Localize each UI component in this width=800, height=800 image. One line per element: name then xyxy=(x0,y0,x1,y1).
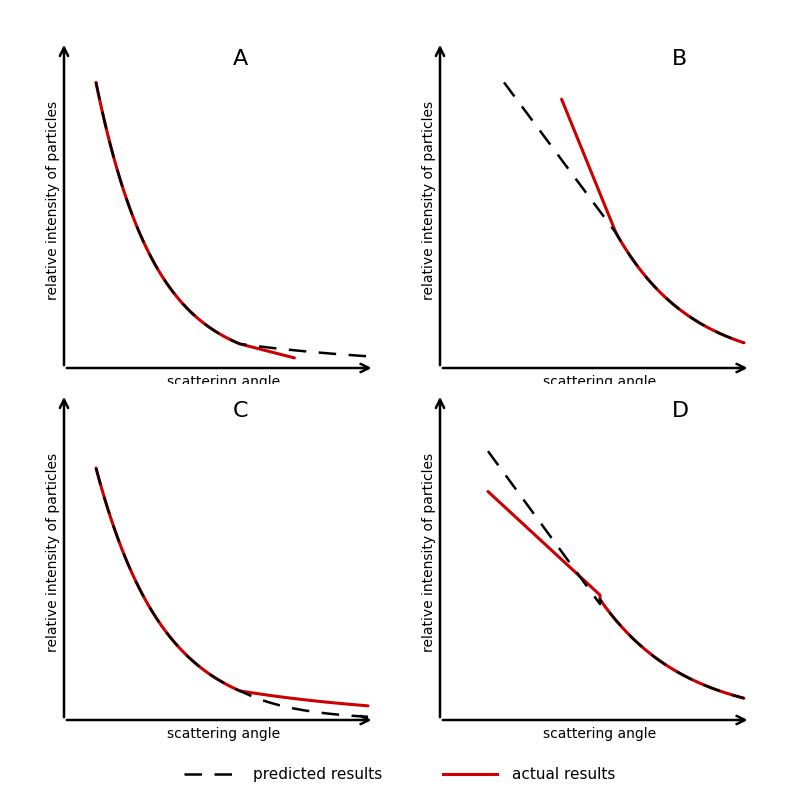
X-axis label: scattering angle: scattering angle xyxy=(543,375,657,389)
X-axis label: scattering angle: scattering angle xyxy=(167,375,281,389)
Legend: predicted results, actual results: predicted results, actual results xyxy=(178,761,622,788)
Text: B: B xyxy=(672,49,688,69)
Y-axis label: relative intensity of particles: relative intensity of particles xyxy=(422,453,436,651)
X-axis label: scattering angle: scattering angle xyxy=(543,727,657,741)
Text: D: D xyxy=(671,401,689,421)
Text: A: A xyxy=(232,49,248,69)
Y-axis label: relative intensity of particles: relative intensity of particles xyxy=(46,453,60,651)
Text: C: C xyxy=(232,401,248,421)
X-axis label: scattering angle: scattering angle xyxy=(167,727,281,741)
Y-axis label: relative intensity of particles: relative intensity of particles xyxy=(422,101,436,299)
Y-axis label: relative intensity of particles: relative intensity of particles xyxy=(46,101,60,299)
